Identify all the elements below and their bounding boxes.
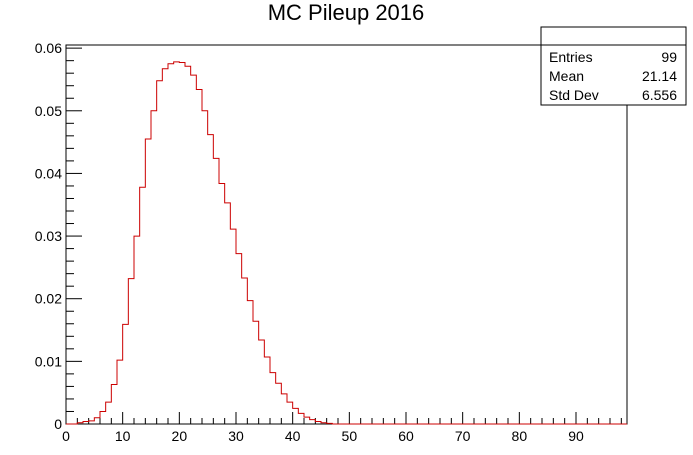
y-tick-label: 0.04 bbox=[35, 165, 62, 181]
x-tick-label: 10 bbox=[115, 428, 131, 444]
y-tick-label: 0.05 bbox=[35, 103, 62, 119]
x-axis-ticks bbox=[65, 412, 622, 424]
x-tick-label: 30 bbox=[228, 428, 244, 444]
x-tick-label: 70 bbox=[455, 428, 471, 444]
x-tick-label: 40 bbox=[285, 428, 301, 444]
stats-stddev-value: 6.556 bbox=[642, 87, 677, 103]
x-tick-label: 90 bbox=[568, 428, 584, 444]
y-tick-label: 0.06 bbox=[35, 40, 62, 56]
x-tick-label: 80 bbox=[512, 428, 528, 444]
y-tick-label: 0.03 bbox=[35, 228, 62, 244]
x-axis-tick-labels: 0 10 20 30 40 50 60 70 80 90 bbox=[62, 428, 584, 444]
stats-entries-label: Entries bbox=[549, 49, 593, 65]
y-tick-label: 0.01 bbox=[35, 353, 62, 369]
stats-stddev-label: Std Dev bbox=[549, 87, 599, 103]
stats-mean-label: Mean bbox=[549, 68, 584, 84]
chart-title: MC Pileup 2016 bbox=[268, 0, 425, 25]
stats-entries-value: 99 bbox=[661, 49, 677, 65]
stats-box: Entries 99 Mean 21.14 Std Dev 6.556 bbox=[540, 26, 687, 106]
y-axis-tick-labels: 0 0.01 0.02 0.03 0.04 0.05 0.06 bbox=[35, 40, 62, 432]
histogram-series-line bbox=[66, 61, 627, 425]
x-tick-label: 60 bbox=[398, 428, 414, 444]
x-tick-label: 0 bbox=[62, 428, 70, 444]
y-tick-label: 0.02 bbox=[35, 291, 62, 307]
y-axis-ticks bbox=[66, 47, 82, 425]
x-tick-label: 20 bbox=[172, 428, 188, 444]
y-tick-label: 0 bbox=[54, 416, 62, 432]
stats-mean-value: 21.14 bbox=[642, 68, 677, 84]
x-tick-label: 50 bbox=[342, 428, 358, 444]
